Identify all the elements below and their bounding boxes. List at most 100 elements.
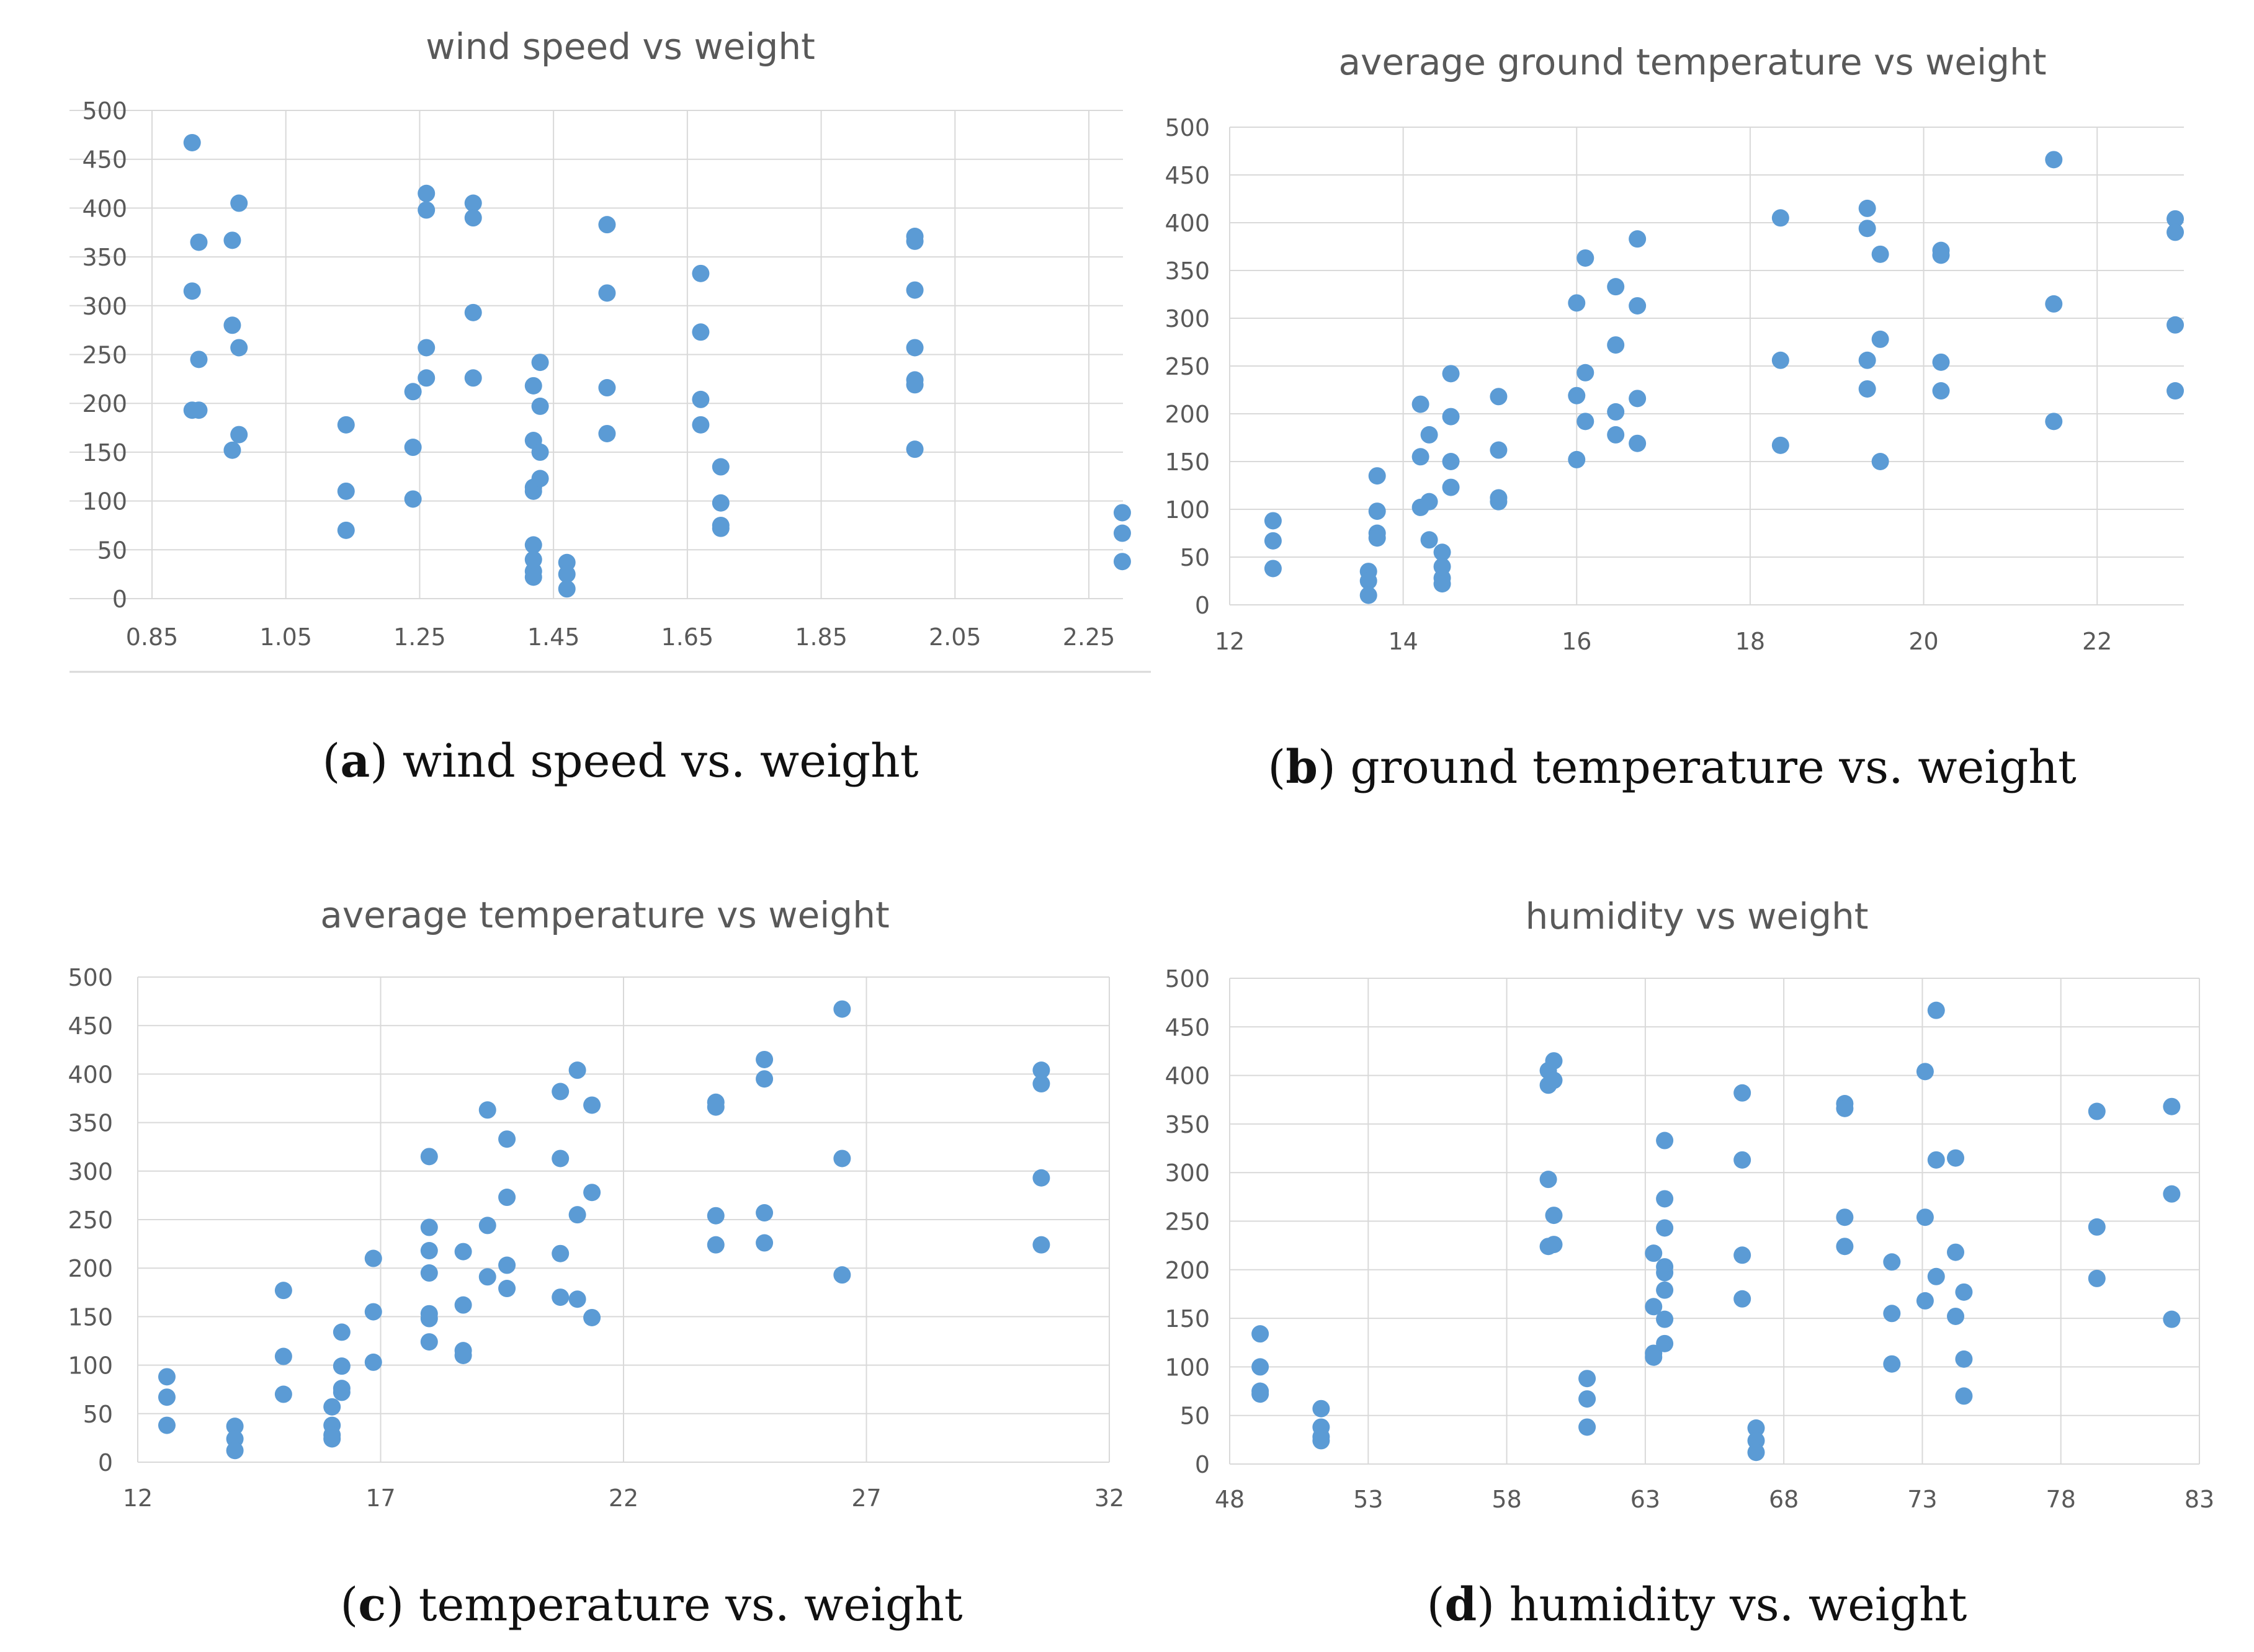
y-tick-label: 450 <box>82 146 127 174</box>
data-point <box>183 282 201 300</box>
data-point <box>1545 1071 1563 1089</box>
data-point <box>1656 1264 1674 1282</box>
data-point <box>1264 560 1282 578</box>
y-tick-label: 350 <box>82 244 127 271</box>
data-point <box>1251 1325 1269 1343</box>
data-points <box>158 1000 1050 1460</box>
x-tick-label: 12 <box>1215 628 1245 655</box>
x-tick-label: 17 <box>365 1485 395 1512</box>
data-point <box>1578 1390 1596 1408</box>
data-point <box>498 1130 516 1148</box>
data-point <box>230 339 248 357</box>
data-point <box>337 521 355 539</box>
data-point <box>598 379 616 397</box>
caption-text: ground temperature vs. weight <box>1350 741 2077 794</box>
data-point <box>1359 586 1377 604</box>
x-tick-label: 53 <box>1353 1486 1383 1513</box>
caption-text: temperature vs. weight <box>419 1578 963 1632</box>
data-point <box>598 284 616 302</box>
y-tick-label: 50 <box>1180 1403 1210 1430</box>
data-point <box>1858 351 1876 369</box>
data-point <box>1656 1310 1674 1328</box>
data-point <box>420 1148 438 1166</box>
data-point <box>1955 1283 1973 1301</box>
data-point <box>712 494 730 512</box>
data-point <box>1539 1171 1557 1189</box>
data-point <box>906 232 924 250</box>
caption: (c) temperature vs. weight <box>340 1578 962 1632</box>
data-point <box>230 194 248 212</box>
data-point <box>2163 1097 2181 1115</box>
data-point <box>906 440 924 458</box>
caption: (d) humidity vs. weight <box>1427 1578 1967 1632</box>
panel-temperature: average temperature vs weight 0 50 100 150 2… <box>68 894 1124 1632</box>
data-point <box>1545 1052 1563 1070</box>
data-point <box>1645 1348 1663 1366</box>
data-point <box>568 1061 586 1079</box>
data-point <box>692 323 710 341</box>
data-point <box>531 397 549 415</box>
y-tick-label: 250 <box>1165 353 1210 380</box>
data-point <box>226 1418 244 1435</box>
x-tick-label: 22 <box>2082 628 2112 655</box>
data-point <box>1883 1253 1901 1271</box>
data-point <box>1916 1063 1934 1081</box>
data-point <box>1871 245 1889 263</box>
data-point <box>1113 553 1131 571</box>
data-point <box>1032 1169 1050 1187</box>
data-point <box>1629 434 1647 452</box>
data-point <box>1359 572 1377 590</box>
data-point <box>1411 395 1429 413</box>
data-point <box>1490 441 1508 459</box>
data-point <box>1032 1061 1050 1079</box>
data-point <box>756 1204 774 1222</box>
data-point <box>1576 364 1594 382</box>
data-point <box>1645 1244 1663 1262</box>
data-point <box>333 1323 351 1341</box>
data-point <box>2088 1102 2106 1120</box>
data-point <box>1442 365 1460 383</box>
data-point <box>2045 295 2063 313</box>
x-tick-label: 14 <box>1388 628 1418 655</box>
data-point <box>2045 151 2063 169</box>
panel-humidity: humidity vs weight 0 50 100 150 200 250 300 350… <box>1165 895 2214 1632</box>
data-point <box>1433 543 1451 561</box>
data-point <box>274 1282 292 1300</box>
gridlines <box>137 976 1110 1463</box>
data-point <box>454 1243 472 1261</box>
y-tick-label: 0 <box>98 1449 113 1476</box>
y-tick-label: 500 <box>68 964 113 991</box>
data-point <box>1607 426 1625 444</box>
data-point <box>1442 408 1460 426</box>
data-point <box>420 1333 438 1351</box>
y-tick-label: 150 <box>68 1303 113 1331</box>
y-tick-label: 200 <box>1165 401 1210 428</box>
y-tick-label: 0 <box>112 586 127 613</box>
data-point <box>692 264 710 282</box>
data-point <box>230 426 248 444</box>
caption: (b) ground temperature vs. weight <box>1268 741 2077 794</box>
data-point <box>1629 390 1647 408</box>
y-tick-label: 150 <box>1165 449 1210 476</box>
x-tick-label: 27 <box>851 1485 881 1512</box>
data-points <box>1251 1001 2181 1462</box>
data-point <box>558 565 576 583</box>
data-point <box>464 369 482 387</box>
data-point <box>418 369 436 387</box>
data-point <box>1032 1236 1050 1254</box>
caption-letter: a <box>340 734 370 788</box>
data-point <box>524 377 542 395</box>
data-point <box>190 401 208 419</box>
caption: (a) wind speed vs. weight <box>322 734 918 788</box>
data-point <box>1264 532 1282 550</box>
data-point <box>1747 1419 1765 1437</box>
data-point <box>552 1083 570 1101</box>
y-tick-label: 350 <box>1165 257 1210 285</box>
data-point <box>420 1310 438 1328</box>
data-point <box>2045 413 2063 431</box>
data-point <box>1656 1219 1674 1237</box>
y-tick-label: 500 <box>82 97 127 125</box>
data-point <box>1576 413 1594 431</box>
x-tick-label: 22 <box>609 1485 638 1512</box>
